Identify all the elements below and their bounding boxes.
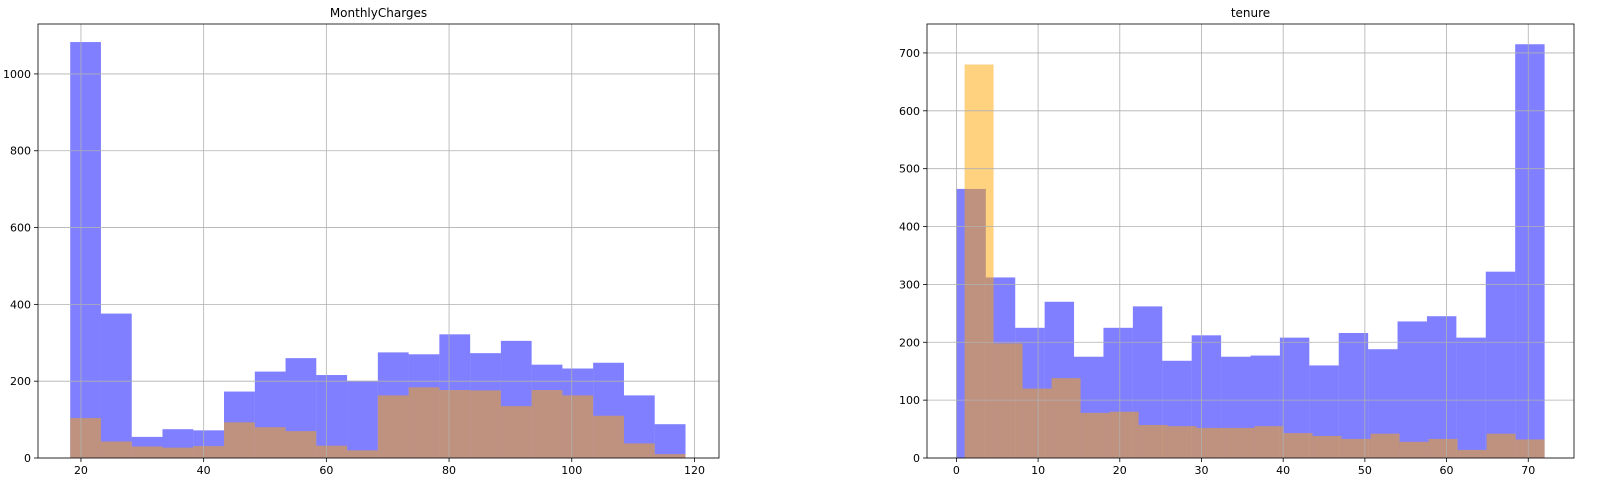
histogram-bar [654,454,686,458]
histogram-bar [531,390,563,458]
y-tick-label: 200 [899,336,920,349]
y-tick-label: 1000 [3,68,31,81]
x-tick-label: 70 [1521,464,1535,477]
histogram-bar [993,343,1023,458]
histogram-bar [131,446,163,458]
x-tick-label: 80 [442,464,456,477]
histogram-bar [1428,438,1458,458]
histogram-bar [500,406,532,458]
histogram-bar [1312,436,1342,458]
x-tick-label: 100 [561,464,582,477]
axes-frame [926,23,1575,459]
y-tick-label: 600 [10,222,31,235]
x-tick-label: 10 [1031,464,1045,477]
histogram-bar [162,447,194,458]
axes-frame [37,23,720,459]
histogram-bar [1254,426,1284,458]
histogram-bar [224,422,255,458]
x-tick-label: 20 [74,464,88,477]
histogram-bar [347,380,378,458]
y-tick-label: 0 [24,452,31,465]
histogram-bar [1397,321,1427,458]
histogram-series-2 [70,387,686,458]
histogram-bar [377,395,409,458]
histogram-bar [254,427,286,458]
y-tick-label: 400 [10,298,31,311]
chart-panel-2: 0 10 20 30 40 50 60 700100200300400500600700ten… [899,6,1575,477]
x-tick-label: 40 [1276,464,1290,477]
histogram-bar [593,415,624,458]
x-tick-label: 30 [1194,464,1208,477]
histogram-bar [408,387,440,458]
histogram-bar [1196,427,1226,458]
x-tick-label: 120 [684,464,705,477]
histogram-bar [347,450,378,458]
y-tick-label: 0 [913,452,920,465]
x-tick-label: 0 [953,464,960,477]
histogram-bar [1109,411,1139,458]
y-tick-label: 700 [899,47,920,60]
histogram-bar [1167,426,1197,458]
histogram-bar [193,446,225,458]
x-tick-label: 60 [319,464,333,477]
histogram-bar [1341,438,1371,458]
histogram-bar [1515,44,1545,459]
histogram-bar [654,424,686,458]
histogram-bar [964,64,994,459]
histogram-bar [623,443,655,458]
histogram-bar [316,375,348,458]
histogram-bar [1080,412,1110,458]
chart-title: MonthlyCharges [330,6,427,20]
histogram-bar [1456,337,1486,458]
y-tick-label: 300 [899,278,920,291]
y-tick-label: 400 [899,221,920,234]
histogram-bar [1485,271,1516,458]
x-tick-label: 20 [1113,464,1127,477]
x-tick-label: 60 [1440,464,1454,477]
histogram-bar [1022,388,1052,458]
x-tick-label: 50 [1358,464,1372,477]
chart-panel-1: 20 40 60 80 100 120 0 200 400 600 800 1000 MonthlyCh… [3,6,720,477]
histogram-bar [1338,333,1369,458]
histogram-bar [1486,433,1516,458]
y-tick-label: 800 [10,145,31,158]
histogram-bar [100,313,132,458]
histogram-bar [285,431,317,458]
histogram-bar [562,395,594,458]
y-tick-label: 100 [899,394,920,407]
x-tick-label: 40 [197,464,211,477]
histogram-bar [100,441,132,458]
histogram-bar [1370,433,1400,458]
histogram-series-2 [964,64,1545,459]
y-tick-label: 600 [899,105,920,118]
histogram-bar [316,445,348,458]
histogram-bar [1283,433,1313,458]
histogram-bar [1515,439,1545,458]
histogram-bar [70,418,101,458]
histogram-bar [1138,425,1168,458]
histogram-bar [439,390,471,458]
y-tick-label: 500 [899,163,920,176]
histogram-bar [1399,441,1429,458]
histogram-bar [470,390,501,458]
y-tick-label: 200 [10,375,31,388]
chart-title: tenure [1231,6,1270,20]
histogram-bar [1457,449,1487,458]
histogram-bar [1426,316,1457,458]
histogram-bar [1051,378,1081,458]
histogram-bar [1225,427,1255,458]
histogram-bar [70,42,101,458]
